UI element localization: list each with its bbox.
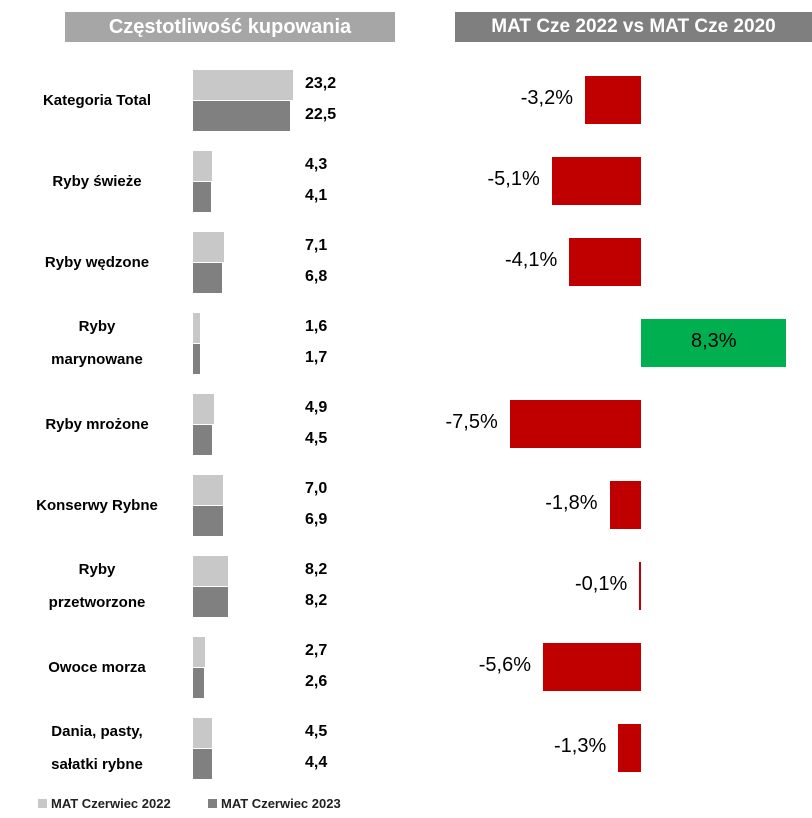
value-label: 7,0 <box>305 480 327 498</box>
value-label: -7,5% <box>446 411 498 434</box>
bar <box>193 556 228 586</box>
bar <box>193 718 212 748</box>
value-label: 1,6 <box>305 318 327 336</box>
bar <box>610 481 642 529</box>
bar <box>569 238 641 286</box>
bar <box>193 637 205 667</box>
legend-label: MAT Czerwiec 2022 <box>51 796 171 811</box>
category-label: Owoce morza <box>22 627 172 707</box>
bar <box>193 425 212 455</box>
legend-marker <box>208 799 217 808</box>
legend-label: MAT Czerwiec 2023 <box>221 796 341 811</box>
bar <box>193 101 290 131</box>
value-label: 4,3 <box>305 156 327 174</box>
bar <box>193 70 293 100</box>
value-label: 1,7 <box>305 349 327 367</box>
value-label: -5,1% <box>488 168 540 191</box>
category-label: Ryby świeże <box>22 141 172 221</box>
bar <box>193 394 214 424</box>
bar <box>193 182 211 212</box>
bar <box>193 151 212 181</box>
bar <box>193 344 200 374</box>
value-label: 2,6 <box>305 673 327 691</box>
value-label: 4,9 <box>305 399 327 417</box>
panel-title: Częstotliwość kupowania <box>65 12 395 42</box>
value-label: 4,5 <box>305 723 327 741</box>
bar <box>193 232 224 262</box>
bar <box>193 668 204 698</box>
value-label: 8,2 <box>305 592 327 610</box>
value-label: -1,8% <box>545 492 597 515</box>
value-label: 8,3% <box>691 330 737 353</box>
bar <box>193 263 222 293</box>
value-label: 6,8 <box>305 268 327 286</box>
value-label: -0,1% <box>575 573 627 596</box>
value-label: -3,2% <box>521 87 573 110</box>
bar <box>618 724 641 772</box>
bar <box>193 749 212 779</box>
value-label: -4,1% <box>505 249 557 272</box>
dashboard: Częstotliwość kupowania MAT Cze 2022 vs … <box>0 0 812 818</box>
bar <box>585 76 641 124</box>
value-label: 23,2 <box>305 75 336 93</box>
value-label: 22,5 <box>305 106 336 124</box>
category-label: Ryby wędzone <box>22 222 172 302</box>
bar <box>639 562 641 610</box>
bar <box>193 475 223 505</box>
bar <box>510 400 641 448</box>
value-label: 2,7 <box>305 642 327 660</box>
value-label: 8,2 <box>305 561 327 579</box>
value-label: 7,1 <box>305 237 327 255</box>
category-label: Konserwy Rybne <box>22 465 172 545</box>
bar <box>193 587 228 617</box>
value-label: 4,1 <box>305 187 327 205</box>
panel-title: MAT Cze 2022 vs MAT Cze 2020 <box>455 12 812 42</box>
value-label: -5,6% <box>479 654 531 677</box>
category-label: Ryby marynowane <box>22 303 172 383</box>
value-label: 4,4 <box>305 754 327 772</box>
bar <box>193 506 223 536</box>
category-label: Ryby mrożone <box>22 384 172 464</box>
bar <box>552 157 641 205</box>
legend-marker <box>38 799 47 808</box>
value-label: 6,9 <box>305 511 327 529</box>
bar <box>543 643 641 691</box>
value-label: 4,5 <box>305 430 327 448</box>
value-label: -1,3% <box>554 735 606 758</box>
category-label: Dania, pasty, sałatki rybne <box>22 708 172 788</box>
category-label: Ryby przetworzone <box>22 546 172 626</box>
category-label: Kategoria Total <box>22 60 172 140</box>
bar <box>193 313 200 343</box>
